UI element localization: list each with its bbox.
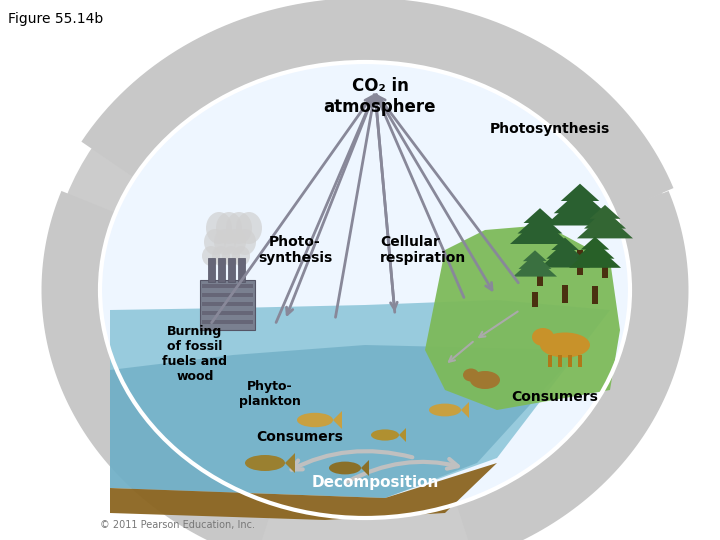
Polygon shape bbox=[399, 428, 406, 442]
Text: Burning
of fossil
fuels and
wood: Burning of fossil fuels and wood bbox=[163, 325, 228, 383]
Bar bbox=[228, 258, 235, 282]
Ellipse shape bbox=[206, 212, 232, 244]
Ellipse shape bbox=[100, 62, 630, 518]
Bar bbox=[202, 302, 253, 306]
Text: Photosynthesis: Photosynthesis bbox=[490, 122, 610, 136]
Polygon shape bbox=[552, 238, 579, 250]
Text: Photo-
synthesis: Photo- synthesis bbox=[258, 235, 332, 265]
Bar bbox=[238, 258, 245, 282]
Polygon shape bbox=[575, 241, 614, 259]
Polygon shape bbox=[285, 453, 295, 473]
Polygon shape bbox=[518, 254, 552, 269]
Ellipse shape bbox=[224, 229, 246, 255]
Bar bbox=[577, 250, 583, 274]
Ellipse shape bbox=[226, 212, 252, 244]
Polygon shape bbox=[510, 217, 570, 244]
Bar bbox=[202, 320, 253, 324]
Bar bbox=[208, 258, 215, 282]
Polygon shape bbox=[590, 205, 621, 219]
Polygon shape bbox=[110, 300, 610, 498]
Ellipse shape bbox=[48, 10, 682, 540]
Ellipse shape bbox=[297, 413, 333, 427]
Bar bbox=[592, 286, 598, 304]
Polygon shape bbox=[333, 411, 342, 429]
Bar bbox=[202, 311, 253, 315]
Ellipse shape bbox=[429, 403, 461, 416]
Bar bbox=[602, 258, 608, 278]
Text: Phyto-
plankton: Phyto- plankton bbox=[239, 380, 301, 408]
Polygon shape bbox=[110, 463, 497, 520]
Ellipse shape bbox=[463, 368, 479, 381]
Polygon shape bbox=[581, 237, 609, 249]
Text: Consumers: Consumers bbox=[256, 430, 343, 444]
Bar bbox=[578, 355, 582, 367]
Polygon shape bbox=[110, 345, 580, 498]
FancyBboxPatch shape bbox=[199, 280, 256, 330]
Bar bbox=[548, 355, 552, 367]
Bar bbox=[218, 258, 225, 282]
Polygon shape bbox=[513, 257, 557, 276]
Polygon shape bbox=[554, 190, 606, 213]
Polygon shape bbox=[425, 225, 620, 410]
Ellipse shape bbox=[204, 229, 226, 255]
Ellipse shape bbox=[222, 246, 240, 266]
Text: CO₂ in
atmosphere: CO₂ in atmosphere bbox=[324, 77, 436, 116]
Bar bbox=[202, 293, 253, 297]
Text: Decomposition: Decomposition bbox=[311, 476, 438, 490]
Text: © 2011 Pearson Education, Inc.: © 2011 Pearson Education, Inc. bbox=[100, 520, 255, 530]
Polygon shape bbox=[577, 213, 633, 238]
Ellipse shape bbox=[532, 328, 554, 346]
Ellipse shape bbox=[470, 371, 500, 389]
Ellipse shape bbox=[216, 212, 242, 244]
Ellipse shape bbox=[234, 229, 256, 255]
Polygon shape bbox=[461, 402, 469, 418]
Text: Cellular
respiration: Cellular respiration bbox=[380, 235, 467, 265]
Text: Consumers: Consumers bbox=[512, 390, 598, 404]
Ellipse shape bbox=[214, 229, 236, 255]
Bar bbox=[558, 355, 562, 367]
Polygon shape bbox=[540, 245, 590, 267]
Polygon shape bbox=[523, 251, 547, 261]
Ellipse shape bbox=[202, 246, 220, 266]
Polygon shape bbox=[518, 213, 562, 233]
Polygon shape bbox=[569, 245, 621, 268]
Ellipse shape bbox=[540, 333, 590, 357]
Bar bbox=[562, 285, 568, 302]
Polygon shape bbox=[361, 460, 369, 476]
Ellipse shape bbox=[245, 455, 285, 471]
Bar bbox=[537, 265, 543, 286]
Ellipse shape bbox=[329, 462, 361, 475]
Bar bbox=[568, 355, 572, 367]
Polygon shape bbox=[561, 184, 599, 201]
Polygon shape bbox=[584, 210, 626, 228]
Polygon shape bbox=[523, 208, 557, 223]
Text: Figure 55.14b: Figure 55.14b bbox=[8, 12, 103, 26]
Polygon shape bbox=[546, 242, 584, 259]
Ellipse shape bbox=[100, 62, 630, 518]
Bar bbox=[532, 292, 538, 307]
Ellipse shape bbox=[371, 429, 399, 441]
Bar bbox=[202, 284, 253, 288]
Polygon shape bbox=[545, 194, 615, 226]
Ellipse shape bbox=[212, 246, 230, 266]
Ellipse shape bbox=[232, 246, 250, 266]
Ellipse shape bbox=[236, 212, 262, 244]
